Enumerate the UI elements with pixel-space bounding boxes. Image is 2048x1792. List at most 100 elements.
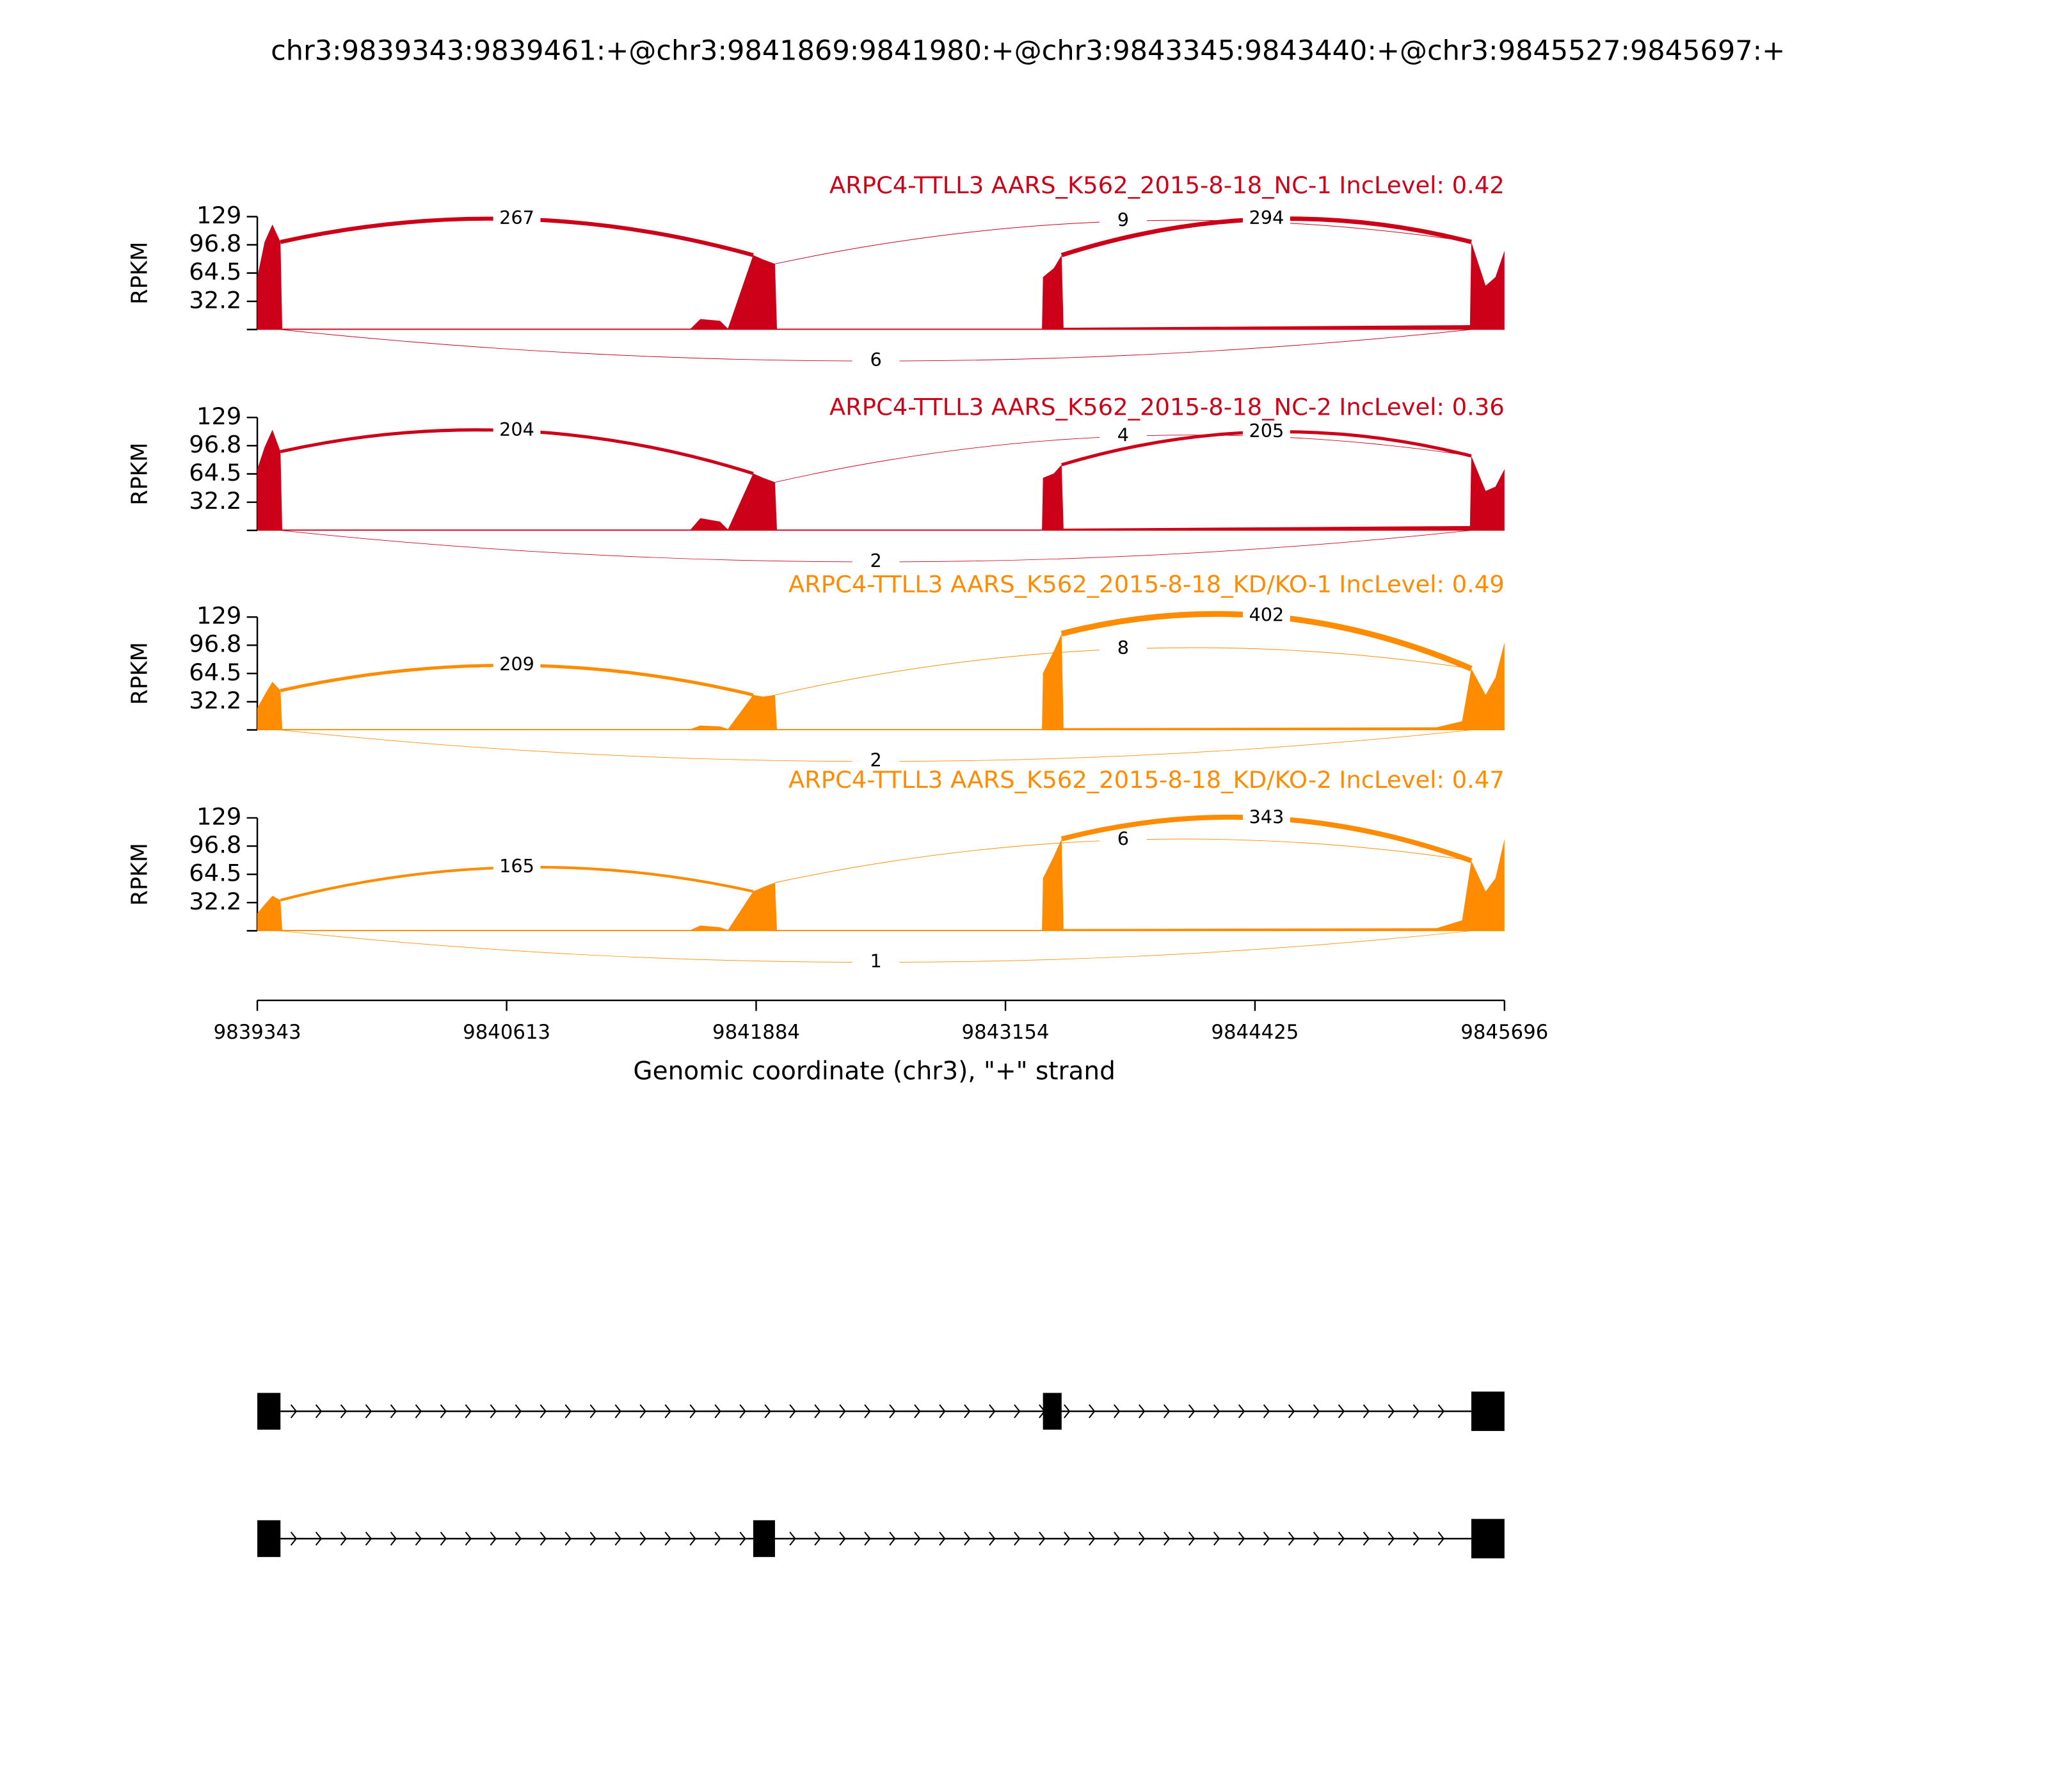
panel-label: ARPC4-TTLL3 AARS_K562_2015-8-18_NC-1 Inc… <box>829 172 1505 199</box>
exon <box>753 1520 775 1557</box>
strand-arrow <box>540 1404 547 1419</box>
y-tick-label: 96.8 <box>189 431 241 458</box>
strand-arrow <box>689 1404 696 1419</box>
junction-count: 2 <box>870 749 881 771</box>
exon <box>1471 1519 1505 1558</box>
strand-arrow <box>889 1404 896 1419</box>
strand-arrow <box>515 1404 522 1419</box>
junction-count: 204 <box>499 419 534 440</box>
strand-arrow <box>1014 1404 1021 1419</box>
junction-label-bg <box>493 856 541 878</box>
strand-arrow <box>739 1404 746 1419</box>
junction-count: 267 <box>499 207 534 228</box>
junction-label-bg <box>493 655 541 676</box>
strand-arrow <box>639 1404 646 1419</box>
strand-arrow <box>1114 1532 1121 1546</box>
junction-count: 2 <box>870 550 881 572</box>
strand-arrow <box>1338 1404 1345 1419</box>
strand-arrow <box>365 1532 372 1546</box>
strand-arrow <box>714 1404 721 1419</box>
strand-arrow <box>1064 1532 1071 1546</box>
strand-arrow <box>1039 1532 1046 1546</box>
strand-arrow <box>839 1404 846 1419</box>
junction-count: 8 <box>1117 637 1129 659</box>
exon <box>1043 1393 1062 1430</box>
panel-label: ARPC4-TTLL3 AARS_K562_2015-8-18_NC-2 Inc… <box>829 393 1505 420</box>
strand-arrow <box>889 1532 896 1546</box>
y-tick-label: 129 <box>196 602 241 630</box>
strand-arrow <box>490 1404 497 1419</box>
strand-arrow <box>515 1532 522 1546</box>
strand-arrow <box>1064 1404 1071 1419</box>
y-tick-label: 32.2 <box>189 487 241 515</box>
strand-arrow <box>964 1532 971 1546</box>
strand-arrow <box>365 1404 372 1419</box>
strand-arrow <box>540 1532 547 1546</box>
strand-arrow <box>315 1532 323 1546</box>
strand-arrow <box>589 1404 596 1419</box>
strand-arrow <box>1363 1532 1370 1546</box>
y-axis-label: RPKM <box>127 442 152 505</box>
strand-arrow <box>789 1532 796 1546</box>
strand-arrow <box>1412 1404 1420 1419</box>
strand-arrow <box>390 1404 397 1419</box>
exon <box>1471 1391 1505 1431</box>
strand-arrow <box>1263 1532 1270 1546</box>
strand-arrow <box>340 1532 348 1546</box>
strand-arrow <box>1014 1532 1021 1546</box>
strand-arrow <box>415 1404 422 1419</box>
strand-arrow <box>814 1404 821 1419</box>
strand-arrow <box>639 1532 646 1546</box>
junction-label-bg <box>1100 638 1147 660</box>
strand-arrow <box>939 1532 946 1546</box>
x-tick-label: 9843154 <box>962 1021 1050 1044</box>
junction-label-bg <box>1242 807 1290 829</box>
strand-arrow <box>564 1404 572 1419</box>
y-tick-label: 64.5 <box>189 459 241 486</box>
strand-arrow <box>1238 1532 1245 1546</box>
junction-label-bg <box>1242 208 1290 230</box>
strand-arrow <box>564 1532 572 1546</box>
strand-arrow <box>340 1404 348 1419</box>
strand-arrow <box>614 1404 621 1419</box>
strand-arrow <box>614 1532 621 1546</box>
x-tick-label: 9844425 <box>1211 1021 1299 1044</box>
strand-arrow <box>1213 1532 1220 1546</box>
y-tick-label: 96.8 <box>189 630 241 658</box>
junction-count: 205 <box>1249 420 1284 442</box>
exon <box>257 1520 281 1557</box>
junction-count: 209 <box>499 653 534 675</box>
x-axis-label: Genomic coordinate (chr3), "+" strand <box>633 1057 1115 1085</box>
strand-arrow <box>914 1532 921 1546</box>
y-tick-label: 64.5 <box>189 860 241 887</box>
strand-arrow <box>1313 1532 1320 1546</box>
junction-count: 9 <box>1117 209 1129 231</box>
strand-arrow <box>1114 1404 1121 1419</box>
strand-arrow <box>1288 1532 1295 1546</box>
strand-arrow <box>1213 1404 1220 1419</box>
junction-label-bg <box>1242 605 1290 627</box>
strand-arrow <box>964 1404 971 1419</box>
strand-arrow <box>1188 1532 1196 1546</box>
strand-arrow <box>1437 1404 1445 1419</box>
strand-arrow <box>664 1532 671 1546</box>
strand-arrow <box>465 1532 472 1546</box>
junction-count: 4 <box>1117 424 1129 446</box>
junction-count: 402 <box>1249 604 1284 626</box>
x-tick-label: 9839343 <box>214 1021 301 1044</box>
strand-arrow <box>1089 1532 1096 1546</box>
y-tick-label: 32.2 <box>189 687 241 714</box>
strand-arrow <box>839 1532 846 1546</box>
strand-arrow <box>315 1404 323 1419</box>
strand-arrow <box>1313 1404 1320 1419</box>
x-tick-label: 9845696 <box>1460 1021 1548 1044</box>
junction-count: 6 <box>1117 828 1129 849</box>
y-axis-label: RPKM <box>127 843 152 906</box>
strand-arrow <box>415 1532 422 1546</box>
junction-label-bg <box>1100 426 1147 447</box>
strand-arrow <box>864 1404 871 1419</box>
junction-label-bg <box>1100 829 1147 851</box>
strand-arrow <box>1138 1404 1146 1419</box>
y-tick-label: 64.5 <box>189 659 241 686</box>
